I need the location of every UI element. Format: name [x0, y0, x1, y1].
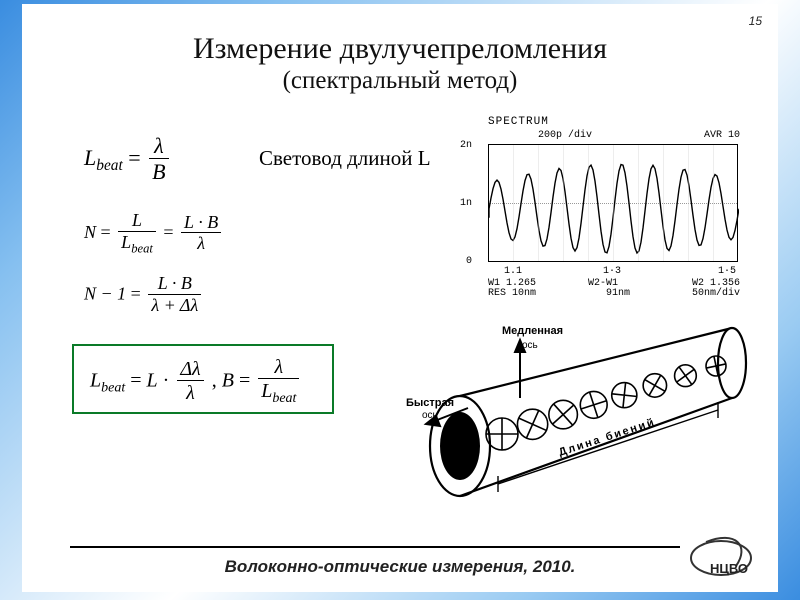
- slide-body: 15 Измерение двулучепреломления (спектра…: [24, 6, 776, 590]
- slide-title: Измерение двулучепреломления (спектральн…: [64, 32, 736, 95]
- spec-1n: 1n: [460, 198, 472, 209]
- formula-lbeat: Lbeat = λB: [84, 134, 172, 186]
- spec-res: RES 10nm: [488, 288, 536, 299]
- fiber-diagram: Медленная ось Быстрая ось Длина биений: [402, 306, 762, 506]
- svg-text:ось: ось: [522, 340, 538, 351]
- spec-0: 0: [466, 256, 472, 267]
- spectrum-plot: SPECTRUM 2n 200p /div AVR 10 1n 0 1.1 1·…: [448, 116, 758, 296]
- slow-axis-label: Медленная: [502, 325, 563, 337]
- page-number: 15: [749, 14, 762, 28]
- org-name: НЦВО: [710, 561, 748, 576]
- footer-text: Волоконно-оптические измерения, 2010.: [24, 557, 776, 577]
- svg-text:ось: ось: [422, 410, 438, 421]
- beat-length-label: Длина биений: [557, 416, 657, 459]
- spec-avr: AVR 10: [704, 130, 740, 141]
- fiber-length-label: Световод длиной L: [259, 146, 431, 171]
- spec-ctick: 1·3: [603, 266, 621, 277]
- formula-n-minus-1: N − 1 = L · Bλ + Δλ: [84, 274, 204, 316]
- spec-wval: 91nm: [606, 288, 630, 299]
- title-line-2: (спектральный метод): [64, 67, 736, 96]
- spec-rtick: 1·5: [718, 266, 736, 277]
- spec-bscale: 50nm/div: [692, 288, 740, 299]
- footer-rule: [70, 546, 680, 548]
- title-line-1: Измерение двулучепреломления: [193, 32, 607, 65]
- spec-ltick: 1.1: [504, 266, 522, 277]
- spectrum-title: SPECTRUM: [488, 116, 549, 128]
- spectrum-axes: [488, 144, 738, 262]
- spec-topscale: 200p /div: [538, 130, 592, 141]
- formula-result: Lbeat = L · Δλλ , B = λ Lbeat: [90, 356, 302, 408]
- formula-n: N = L Lbeat = L · Bλ: [84, 211, 224, 257]
- spec-2n: 2n: [460, 140, 472, 151]
- fast-axis-label: Быстрая: [406, 397, 454, 409]
